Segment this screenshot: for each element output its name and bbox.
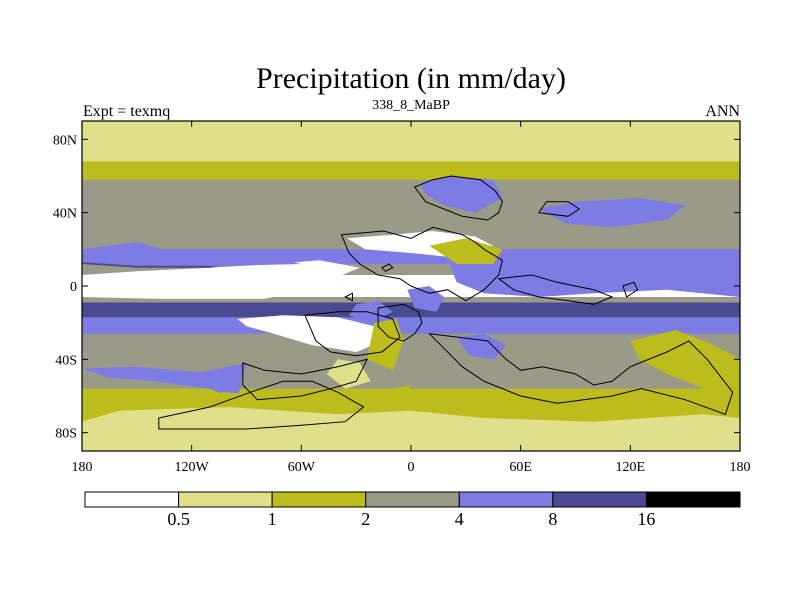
precip-patch-0 [82, 260, 360, 283]
colorbar-label-0: 0.5 [167, 509, 190, 529]
precip-patch-1 [82, 289, 302, 299]
x-tick-label-2: 60W [288, 460, 316, 475]
precip-patch-16 [367, 319, 404, 371]
chart-title: Precipitation (in mm/day) [256, 62, 566, 95]
x-tick-label-6: 180 [730, 460, 751, 475]
colorbar-swatch-6 [645, 491, 741, 508]
x-tick-label-0: 180 [72, 460, 93, 475]
coastline-5 [242, 358, 369, 401]
colorbar-label-5: 16 [637, 509, 655, 529]
zonal-band-10 [82, 333, 740, 346]
map-area [82, 121, 740, 451]
colorbar-swatch-0 [84, 491, 180, 508]
colorbar-swatch-1 [178, 491, 273, 508]
precip-patch-6 [82, 242, 302, 266]
zonal-band-1 [82, 135, 740, 162]
zonal-band-15 [82, 432, 740, 451]
colorbar-label-3: 4 [455, 509, 464, 529]
zonal-band-2 [82, 161, 740, 181]
coastline-3 [304, 311, 401, 357]
precip-patch-13 [456, 333, 506, 360]
x-tick-label-1: 120W [175, 460, 210, 475]
colorbar-swatch-3 [365, 491, 460, 508]
precip-patch-9 [348, 300, 393, 323]
coastline-2 [377, 303, 423, 342]
colorbar-label-2: 2 [361, 509, 370, 529]
x-tick-label-4: 60E [509, 460, 532, 475]
zonal-band-0 [82, 121, 740, 137]
coastline-7 [538, 201, 581, 217]
colorbar-swatch-2 [271, 491, 367, 508]
colorbar-label-1: 1 [268, 509, 277, 529]
zonal-band-12 [82, 370, 740, 390]
coastline-10 [380, 263, 394, 272]
y-tick-label-3: 40S [55, 353, 77, 368]
y-tick-label-1: 40N [53, 207, 77, 222]
subtitle-experiment: Expt = texmq [83, 103, 170, 120]
coastline-11 [344, 292, 353, 302]
precip-patch-2 [237, 315, 384, 352]
precip-patch-17 [429, 238, 503, 264]
y-tick-label-0: 80N [53, 133, 77, 148]
subtitle-season: ANN [705, 103, 740, 120]
colorbar: 0.5 1 2 4 8 16 [84, 491, 741, 529]
y-tick-label-2: 0 [70, 280, 77, 295]
coastline-1 [413, 175, 503, 221]
precip-patch-7 [447, 253, 740, 297]
y-tick-label-4: 80S [55, 427, 77, 442]
y-axis: 80N 40N 0 40S 80S [53, 133, 740, 442]
zonal-band-9 [82, 317, 740, 335]
colorbar-label-4: 8 [548, 509, 557, 529]
precip-patch-15 [630, 330, 740, 393]
zonal-band-5 [82, 264, 740, 276]
x-axis: 180 120W 60W 0 60E 120E 180 [72, 121, 751, 475]
precip-patch-11 [538, 198, 686, 228]
coastlines [158, 175, 734, 430]
zonal-band-7 [82, 297, 740, 303]
x-tick-label-3: 0 [408, 460, 415, 475]
colorbar-swatch-5 [552, 491, 647, 508]
precip-patch-12 [82, 363, 247, 400]
precip-patch-10 [420, 176, 503, 213]
coastline-6 [158, 380, 365, 430]
coastline-9 [622, 281, 639, 298]
coastline-4 [427, 333, 734, 415]
coastline-8 [497, 274, 614, 305]
x-tick-label-5: 120E [616, 460, 646, 475]
coastline-0 [340, 226, 503, 302]
precipitation-patches [82, 176, 740, 437]
subtitle-period: 338_8_MaBP [372, 98, 450, 113]
zonal-band-8 [82, 302, 740, 318]
colorbar-swatch-4 [458, 491, 554, 508]
